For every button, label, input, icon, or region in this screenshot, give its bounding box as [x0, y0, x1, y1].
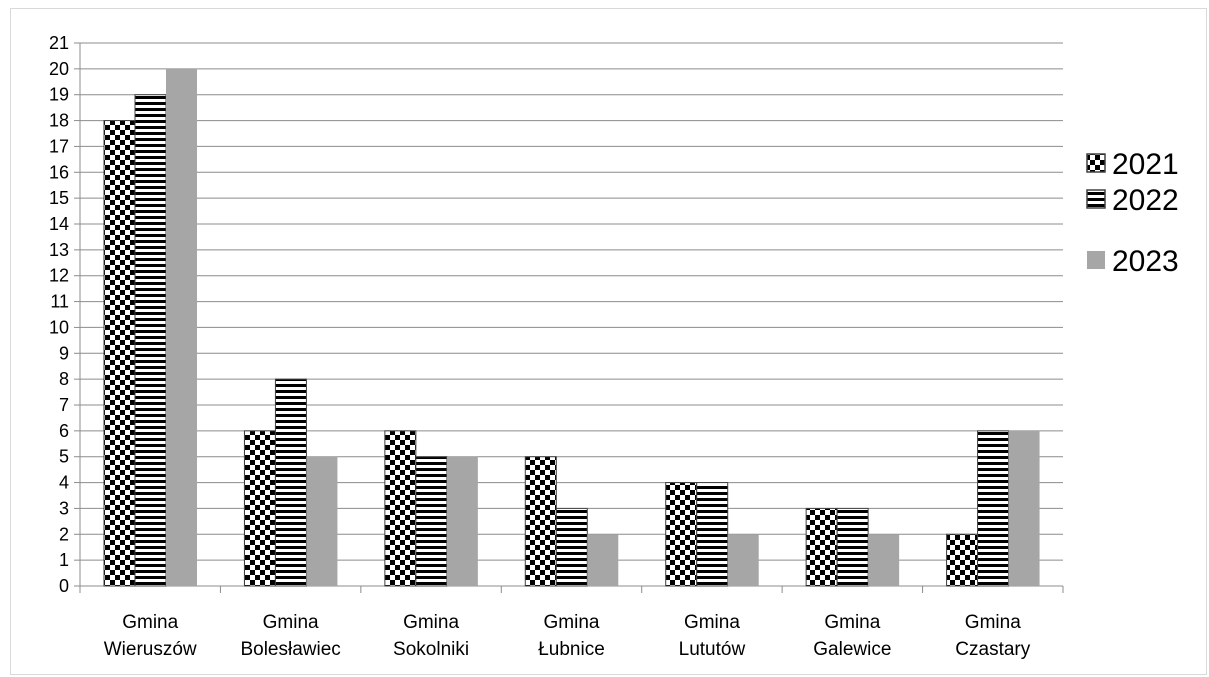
x-tick-label: Gmina Galewice [813, 612, 891, 660]
legend-label: 2023 [1112, 245, 1179, 278]
y-tick-label: 10 [49, 317, 69, 337]
legend-swatch [1086, 153, 1106, 173]
y-tick-label: 6 [59, 421, 69, 441]
bar-2021-1 [243, 430, 276, 587]
x-tick-label: Gmina Lututów [679, 612, 746, 660]
bar-2021-4 [665, 482, 698, 587]
bar-2021-0 [103, 120, 136, 587]
bar-2022-5 [836, 507, 869, 587]
y-tick-label: 17 [49, 136, 69, 156]
y-tick-label: 8 [59, 369, 69, 389]
bar-2021-3 [524, 456, 557, 587]
x-tick-label: Gmina Sokolniki [393, 612, 469, 660]
x-tick-labels: Gmina Wieruszów Gmina Bolesławiec Gmina Sokol… [104, 612, 1031, 660]
y-tick-label: 16 [49, 162, 69, 182]
y-tick-label: 19 [49, 85, 69, 105]
y-tick-label: 12 [49, 266, 69, 286]
bar-2023-2 [446, 456, 478, 586]
chart-frame [10, 8, 1207, 675]
y-tick-label: 21 [49, 33, 69, 53]
y-tick-label: 20 [49, 59, 69, 79]
gridlines [80, 42, 1063, 561]
y-tick-label: 0 [59, 576, 69, 596]
y-tick-label: 5 [59, 447, 69, 467]
bar-2023-1 [306, 456, 338, 586]
y-tick-label: 4 [59, 473, 69, 493]
legend-label: 2021 [1112, 148, 1179, 181]
legend-item-2022: 2022 [1086, 184, 1179, 217]
y-tick-label: 18 [49, 111, 69, 131]
legend-swatch [1086, 189, 1106, 209]
x-tick-label: Gmina Łubnice [538, 612, 605, 660]
y-tick-label: 13 [49, 240, 69, 260]
bar-2022-2 [415, 456, 448, 587]
y-tick-label: 3 [59, 498, 69, 518]
y-tick-label: 2 [59, 524, 69, 544]
x-tick-label: Gmina Wieruszów [104, 612, 197, 660]
bar-2023-0 [166, 68, 197, 587]
y-tick-label: 1 [59, 550, 69, 570]
y-tick-label: 11 [50, 292, 69, 312]
bar-2021-6 [946, 533, 979, 587]
y-tick-label: 9 [59, 343, 69, 363]
legend-swatch [1087, 251, 1105, 269]
bar-2022-3 [555, 507, 588, 587]
bar-2021-2 [384, 430, 417, 587]
bar-2021-5 [805, 507, 838, 587]
bar-2022-4 [696, 482, 729, 587]
bar-2023-5 [868, 534, 900, 586]
x-tick-label: Gmina Bolesławiec [240, 612, 340, 660]
bar-2023-3 [587, 534, 619, 586]
legend-item-2021: 2021 [1086, 148, 1179, 181]
bar-2022-6 [977, 430, 1010, 587]
x-tick-label: Gmina Czastary [955, 612, 1030, 660]
bar-2022-1 [274, 378, 307, 587]
bar-2023-4 [727, 534, 759, 586]
bar-2022-0 [134, 94, 167, 587]
y-tick-label: 7 [59, 395, 69, 415]
y-tick-label: 14 [49, 214, 69, 234]
legend-item-2023: 2023 [1087, 245, 1179, 278]
y-tick-label: 15 [49, 188, 69, 208]
bar-2023-6 [1008, 430, 1040, 586]
legend-label: 2022 [1112, 184, 1179, 217]
bars [103, 68, 1040, 587]
